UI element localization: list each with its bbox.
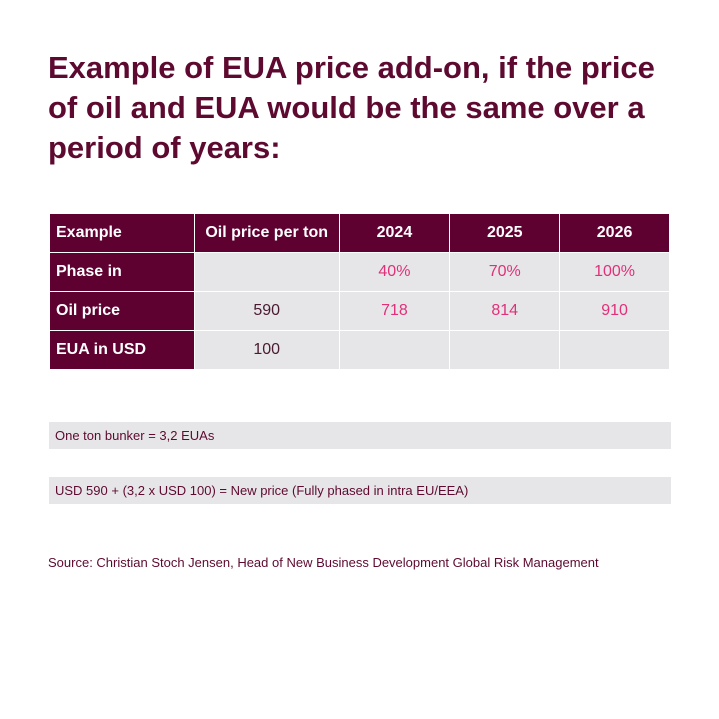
header-cell: 2025 [449, 213, 561, 253]
table-cell: 70% [449, 252, 561, 292]
table-cell: 100 [193, 330, 340, 370]
table-cell: 718 [338, 291, 451, 331]
note-conversion: One ton bunker = 3,2 EUAs [49, 422, 671, 449]
table-cell [449, 330, 561, 370]
table-row: Phase in 40% 70% 100% [49, 252, 670, 292]
row-label: Oil price [49, 291, 195, 331]
row-label: EUA in USD [49, 330, 195, 370]
header-cell: 2024 [338, 213, 451, 253]
table-cell: 590 [193, 291, 340, 331]
source-text: Source: Christian Stoch Jensen, Head of … [48, 555, 599, 570]
table-cell: 100% [559, 252, 670, 292]
header-cell: Oil price per ton [193, 213, 340, 253]
table-cell: 40% [338, 252, 451, 292]
note-formula: USD 590 + (3,2 x USD 100) = New price (F… [49, 477, 671, 504]
eua-price-table: Example Oil price per ton 2024 2025 2026… [49, 213, 670, 370]
page-title: Example of EUA price add-on, if the pric… [48, 50, 655, 165]
header-cell: Example [49, 213, 195, 253]
header-cell: 2026 [559, 213, 670, 253]
table-header-row: Example Oil price per ton 2024 2025 2026 [49, 213, 670, 253]
table-row: EUA in USD 100 [49, 330, 670, 370]
table-cell: 910 [559, 291, 670, 331]
table-cell [338, 330, 451, 370]
table-cell [559, 330, 670, 370]
table-cell [193, 252, 340, 292]
table-row: Oil price 590 718 814 910 [49, 291, 670, 331]
table-cell: 814 [449, 291, 561, 331]
row-label: Phase in [49, 252, 195, 292]
